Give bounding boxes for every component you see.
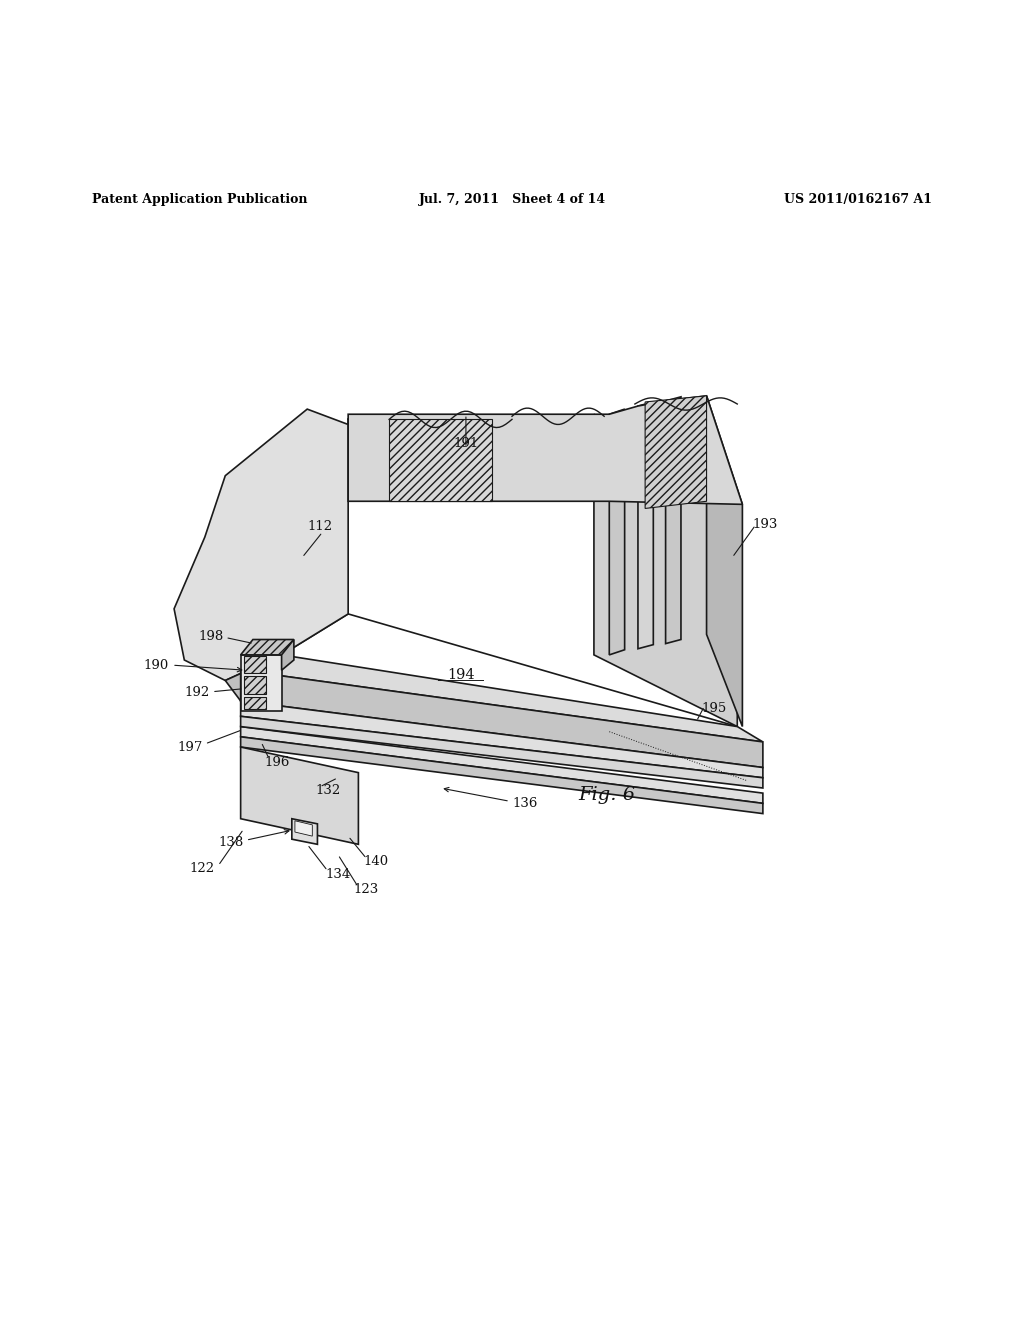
- Text: 192: 192: [184, 686, 210, 700]
- Polygon shape: [241, 655, 282, 711]
- Text: US 2011/0162167 A1: US 2011/0162167 A1: [783, 193, 932, 206]
- Text: 123: 123: [353, 883, 379, 896]
- Polygon shape: [295, 821, 312, 836]
- Polygon shape: [241, 701, 763, 777]
- Text: 140: 140: [364, 855, 389, 869]
- Polygon shape: [282, 639, 294, 671]
- Polygon shape: [241, 717, 763, 788]
- Text: 134: 134: [326, 867, 351, 880]
- Polygon shape: [594, 414, 737, 726]
- Polygon shape: [707, 396, 742, 726]
- Text: Patent Application Publication: Patent Application Publication: [92, 193, 307, 206]
- Polygon shape: [241, 639, 294, 655]
- Polygon shape: [241, 671, 763, 767]
- Text: 196: 196: [264, 756, 290, 768]
- Polygon shape: [241, 747, 358, 845]
- Polygon shape: [348, 396, 742, 504]
- Polygon shape: [666, 397, 681, 644]
- Text: Fig. 6: Fig. 6: [579, 787, 636, 804]
- Polygon shape: [389, 420, 492, 502]
- Polygon shape: [241, 737, 763, 813]
- Polygon shape: [225, 655, 307, 701]
- Text: 191: 191: [454, 437, 478, 450]
- Polygon shape: [241, 726, 763, 804]
- Polygon shape: [244, 656, 266, 673]
- Polygon shape: [244, 697, 266, 709]
- Text: 194: 194: [447, 668, 474, 682]
- Text: 193: 193: [753, 519, 778, 532]
- Text: 122: 122: [189, 862, 215, 875]
- Polygon shape: [241, 655, 763, 742]
- Polygon shape: [609, 409, 625, 655]
- Text: 112: 112: [307, 520, 333, 533]
- Text: Jul. 7, 2011   Sheet 4 of 14: Jul. 7, 2011 Sheet 4 of 14: [419, 193, 605, 206]
- Text: 190: 190: [143, 659, 169, 672]
- Text: 195: 195: [701, 702, 727, 714]
- Polygon shape: [244, 676, 266, 694]
- Polygon shape: [292, 818, 317, 845]
- Text: 132: 132: [315, 784, 341, 796]
- Text: 138: 138: [218, 836, 244, 849]
- Polygon shape: [638, 403, 653, 648]
- Text: 198: 198: [198, 630, 223, 643]
- Polygon shape: [174, 409, 348, 681]
- Text: 197: 197: [177, 741, 203, 754]
- Polygon shape: [645, 396, 707, 508]
- Text: 136: 136: [512, 797, 538, 810]
